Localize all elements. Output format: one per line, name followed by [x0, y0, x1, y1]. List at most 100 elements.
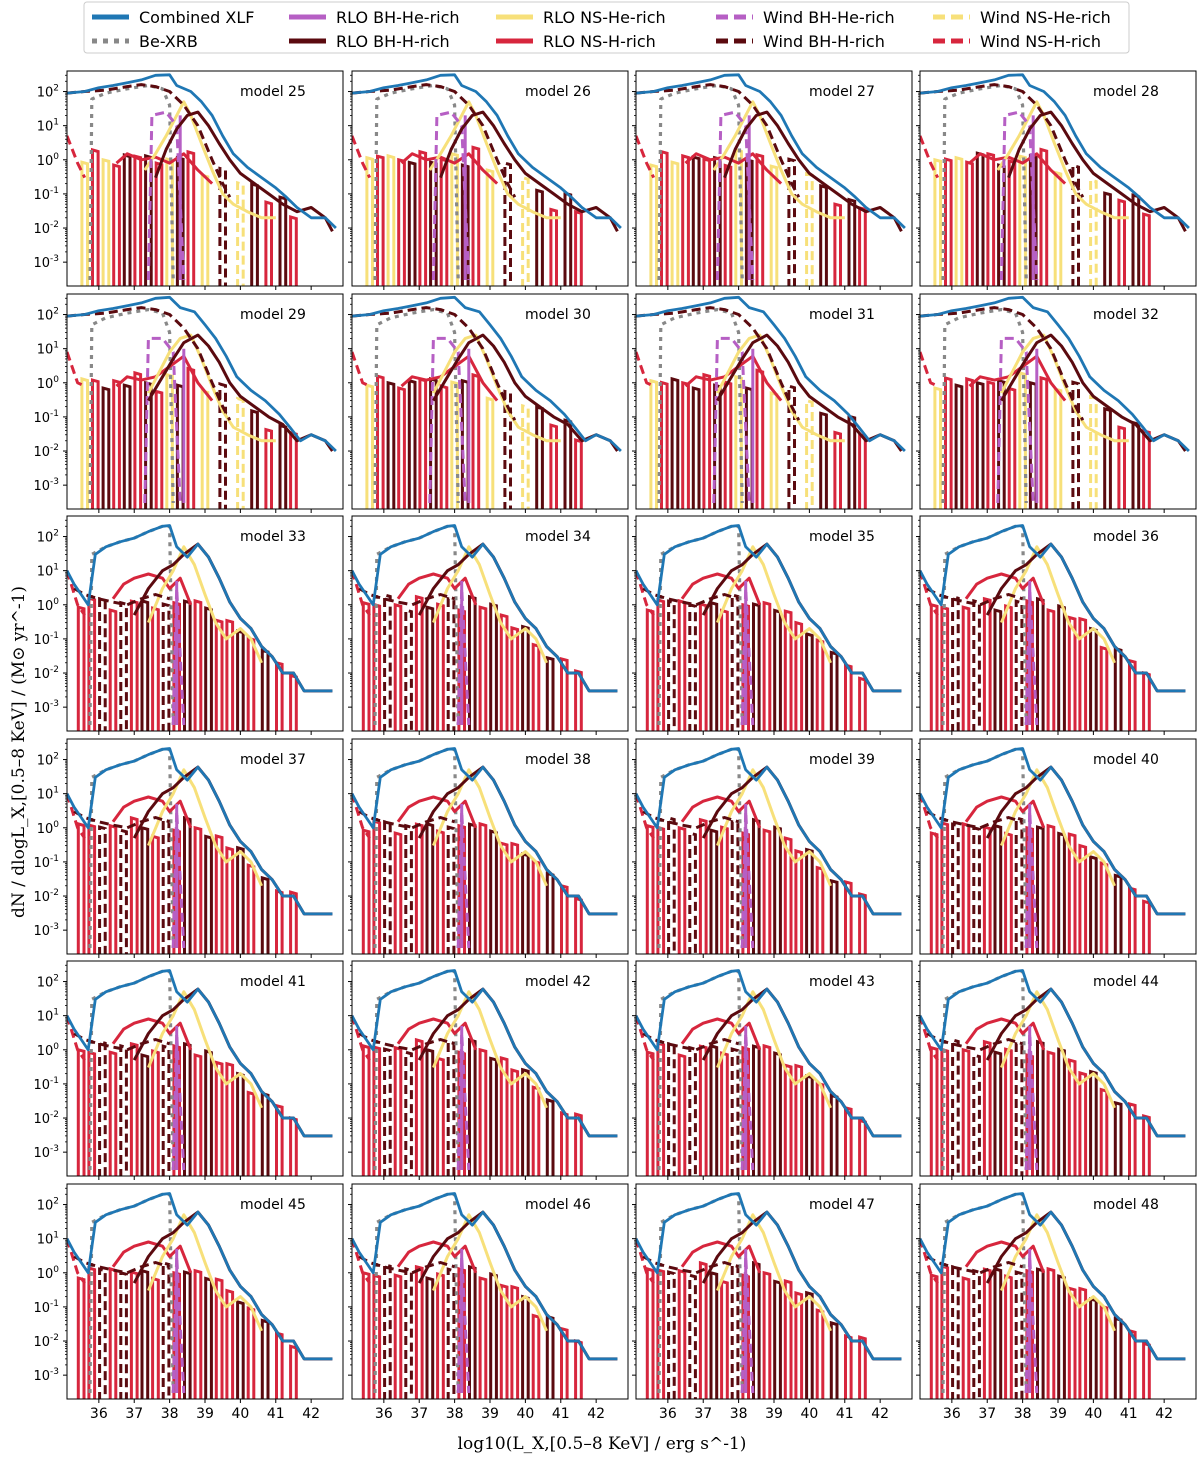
series-rlo_ns_he	[716, 768, 832, 887]
series-wind_ns_h	[67, 135, 87, 179]
series-wind_bh_h	[642, 1032, 740, 1052]
y-tick-label: 10-2	[33, 1333, 59, 1350]
x-tick-label: 36	[943, 1406, 961, 1422]
series-spike	[275, 1103, 284, 1176]
series-spike	[1113, 873, 1123, 954]
y-tick-label: 10-2	[33, 888, 59, 905]
series-spike	[122, 383, 132, 509]
series-spike	[80, 376, 89, 509]
series-spike	[214, 618, 224, 731]
series-spike	[376, 374, 385, 509]
plot-area	[352, 73, 622, 286]
panel: model 27	[632, 70, 913, 290]
y-tick-label: 10-3	[33, 1367, 59, 1384]
series-spike	[485, 396, 495, 509]
series-wind_bh_h	[73, 587, 171, 607]
panel-label: model 48	[1093, 1197, 1159, 1213]
series-wind_ns_h	[67, 1015, 86, 1061]
series-spike	[1036, 1267, 1045, 1399]
series-spike	[161, 817, 171, 954]
series-spike	[531, 642, 541, 731]
series-spike	[1128, 1328, 1137, 1399]
series-spike	[478, 1276, 488, 1399]
series-spike	[1113, 646, 1123, 731]
series-spike	[468, 1037, 477, 1176]
series-spike	[478, 821, 488, 954]
panel: 102 101 100 10-1 10-2 10-3 model 33	[33, 515, 344, 735]
series-spike	[698, 602, 708, 731]
series-spike	[108, 823, 118, 954]
series-spike	[1014, 815, 1024, 954]
series-spike	[794, 1063, 804, 1176]
series-rlo_ns_he	[1000, 990, 1116, 1109]
panel: model 40	[916, 738, 1197, 958]
series-spike	[112, 163, 121, 286]
series-wind_bh_h	[926, 1032, 1024, 1052]
series-spike	[972, 598, 981, 731]
series-spike	[929, 1273, 939, 1399]
series-wind_ns_h	[920, 1238, 939, 1284]
series-rlo_bh_h	[439, 110, 619, 232]
series-spike	[129, 599, 139, 731]
series-rlo_ns_h	[400, 354, 499, 402]
series-spike	[858, 1118, 867, 1176]
series-spike	[383, 1262, 392, 1399]
series-spike	[783, 609, 793, 731]
series-spike	[393, 602, 403, 731]
y-tick-label: 10-1	[33, 409, 59, 426]
series-spike	[805, 847, 814, 954]
series-spike	[858, 1335, 867, 1399]
panel-label: model 28	[1093, 84, 1159, 100]
series-spike	[1028, 380, 1038, 509]
panel-label: model 43	[809, 974, 875, 990]
series-spike	[670, 376, 680, 509]
series-spike	[829, 1320, 839, 1399]
series-wind_ns_h	[636, 351, 655, 388]
x-tick-label: 41	[552, 1406, 570, 1422]
series-spike	[1067, 1058, 1077, 1176]
series-spike	[1099, 1304, 1109, 1399]
plot-area	[67, 747, 333, 954]
series-spike	[1036, 596, 1045, 731]
series-spike	[108, 1266, 118, 1399]
series-spike	[783, 836, 793, 954]
series-spike	[397, 386, 406, 509]
series-spike	[545, 871, 555, 954]
series-spike	[503, 389, 512, 509]
series-rlo_bh_h	[1007, 110, 1187, 232]
series-spike	[723, 163, 733, 286]
series-spike	[805, 398, 814, 509]
series-spike	[1099, 861, 1109, 954]
series-spike	[289, 890, 298, 954]
series-spike	[289, 673, 298, 731]
series-combined	[67, 73, 337, 230]
series-spike	[688, 1045, 697, 1176]
series-spike	[1039, 375, 1049, 509]
series-spike	[1078, 843, 1088, 954]
series-spike	[98, 596, 107, 731]
series-spike	[752, 602, 761, 731]
series-wind_ns_h	[67, 351, 86, 388]
series-spike	[755, 368, 765, 509]
series-bexrb	[941, 308, 1028, 504]
y-tick-label: 10-1	[33, 1076, 59, 1093]
plot-area	[636, 295, 906, 509]
series-spike	[691, 386, 701, 509]
panel: model 30	[348, 293, 629, 513]
series-spike	[1142, 428, 1151, 509]
series-spike	[844, 663, 853, 731]
series-spike	[858, 432, 867, 509]
series-spike	[645, 823, 655, 954]
y-tick-label: 10-1	[33, 631, 59, 648]
plot-area	[67, 73, 337, 286]
series-wind_bh_h	[926, 587, 1024, 607]
series-spike	[1089, 178, 1098, 286]
series-spike	[752, 1044, 761, 1176]
series-spike	[997, 163, 1006, 286]
series-spike	[961, 821, 971, 954]
series-wind_bh_h	[926, 810, 1024, 830]
series-spike	[844, 1334, 853, 1399]
series-combined	[636, 524, 902, 693]
series-spike	[1004, 1274, 1013, 1399]
